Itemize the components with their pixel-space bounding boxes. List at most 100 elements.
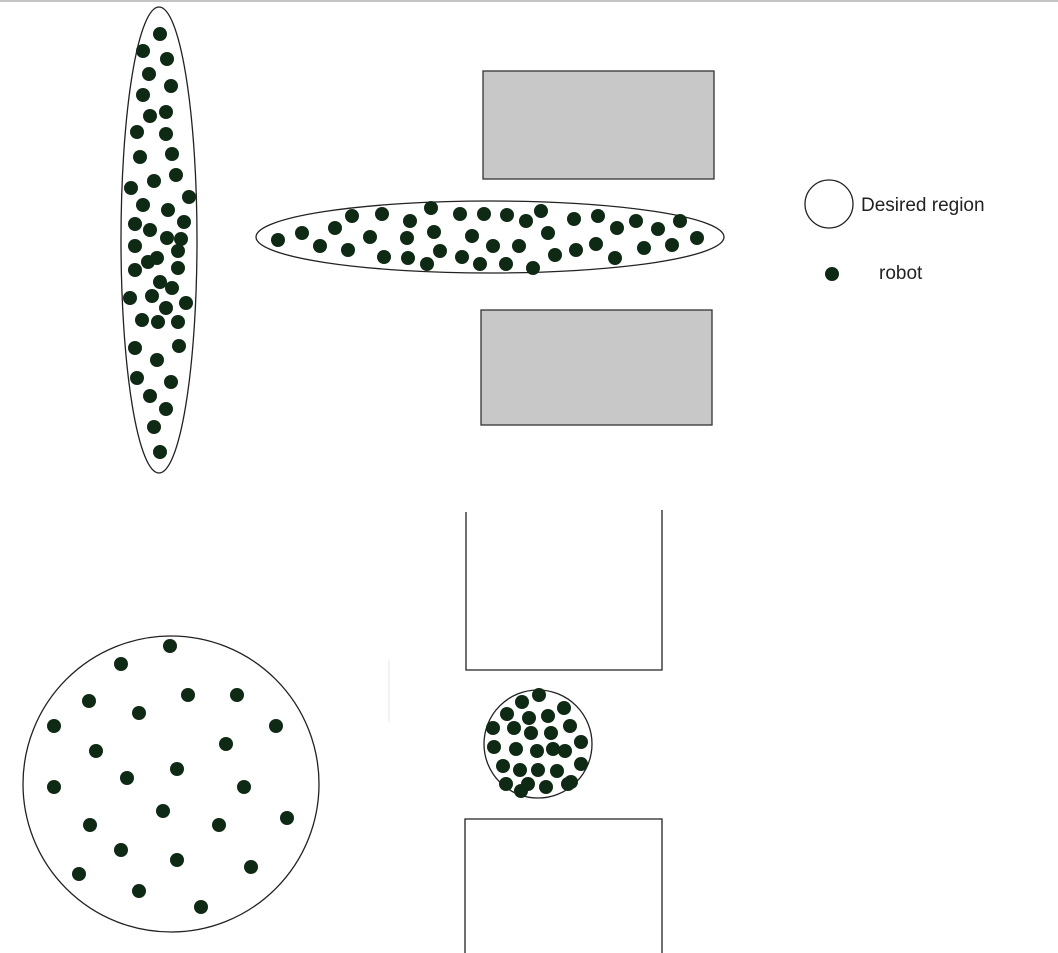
- robot: [47, 719, 61, 733]
- legend-robot-label: robot: [879, 263, 923, 284]
- robot: [181, 688, 195, 702]
- robot: [147, 420, 161, 434]
- robot: [530, 744, 544, 758]
- robot: [143, 109, 157, 123]
- robot: [128, 341, 142, 355]
- robot: [128, 263, 142, 277]
- robot: [515, 695, 529, 709]
- obstacle-upper-bottom: [480, 309, 713, 426]
- robot: [143, 223, 157, 237]
- vertical-elongated-region: [120, 6, 198, 474]
- robot: [170, 853, 184, 867]
- robot-group-horizontal: [271, 201, 704, 275]
- robot: [179, 296, 193, 310]
- robot: [665, 238, 679, 252]
- robot: [499, 257, 513, 271]
- robot: [153, 275, 167, 289]
- robot: [130, 125, 144, 139]
- robot: [114, 657, 128, 671]
- robot: [136, 198, 150, 212]
- robot: [171, 244, 185, 258]
- robot: [164, 375, 178, 389]
- robot: [72, 867, 86, 881]
- robot: [563, 719, 577, 733]
- legend-region-label: Desired region: [861, 195, 985, 216]
- robot: [244, 860, 258, 874]
- robot: [574, 757, 588, 771]
- robot: [531, 763, 545, 777]
- robot: [132, 884, 146, 898]
- robot: [574, 735, 588, 749]
- robot: [524, 726, 538, 740]
- robot: [237, 780, 251, 794]
- robot: [83, 818, 97, 832]
- robot: [143, 389, 157, 403]
- robot: [519, 214, 533, 228]
- robot: [550, 764, 564, 778]
- robot: [177, 215, 191, 229]
- robot: [401, 251, 415, 265]
- robot: [147, 174, 161, 188]
- robot: [486, 721, 500, 735]
- desired-region-horizontal: [255, 200, 725, 274]
- robot-group-large-circle: [47, 639, 294, 914]
- robot: [295, 226, 309, 240]
- robot: [690, 231, 704, 245]
- robot: [130, 371, 144, 385]
- robot: [128, 217, 142, 231]
- robot: [557, 701, 571, 715]
- robot: [487, 740, 501, 754]
- robot: [499, 777, 513, 791]
- robot: [569, 243, 583, 257]
- robot: [269, 719, 283, 733]
- robot: [539, 780, 553, 794]
- robot: [194, 900, 208, 914]
- robot-group-vertical: [123, 27, 196, 459]
- robot: [160, 52, 174, 66]
- robot: [132, 706, 146, 720]
- horizontal-elongated-region: [255, 200, 725, 275]
- robot: [153, 445, 167, 459]
- robot: [534, 204, 548, 218]
- robot: [82, 694, 96, 708]
- robot: [477, 207, 491, 221]
- robot: [150, 353, 164, 367]
- robot: [500, 707, 514, 721]
- robot: [567, 212, 581, 226]
- robot: [341, 243, 355, 257]
- robot: [427, 225, 441, 239]
- robot: [651, 222, 665, 236]
- robot: [171, 315, 185, 329]
- robot: [163, 639, 177, 653]
- robot: [159, 301, 173, 315]
- robot: [47, 780, 61, 794]
- robot: [363, 230, 377, 244]
- robot: [161, 203, 175, 217]
- robot: [313, 239, 327, 253]
- robot: [522, 711, 536, 725]
- robot: [512, 239, 526, 253]
- robot: [328, 221, 342, 235]
- robot: [182, 190, 196, 204]
- robot: [160, 231, 174, 245]
- robot: [165, 281, 179, 295]
- robot: [136, 88, 150, 102]
- legend: Desired region robot: [804, 179, 985, 284]
- obstacle-upper-top: [482, 70, 715, 180]
- robot: [486, 239, 500, 253]
- robot: [541, 226, 555, 240]
- robot: [153, 27, 167, 41]
- robot: [145, 289, 159, 303]
- robot: [526, 261, 540, 275]
- robot: [141, 255, 155, 269]
- robot: [135, 313, 149, 327]
- robot: [133, 150, 147, 164]
- robot: [513, 763, 527, 777]
- robot: [608, 251, 622, 265]
- robot: [171, 261, 185, 275]
- robot: [170, 762, 184, 776]
- desired-region-large-circle: [22, 635, 320, 933]
- robot: [124, 181, 138, 195]
- robot: [424, 201, 438, 215]
- large-circular-region: [22, 635, 320, 933]
